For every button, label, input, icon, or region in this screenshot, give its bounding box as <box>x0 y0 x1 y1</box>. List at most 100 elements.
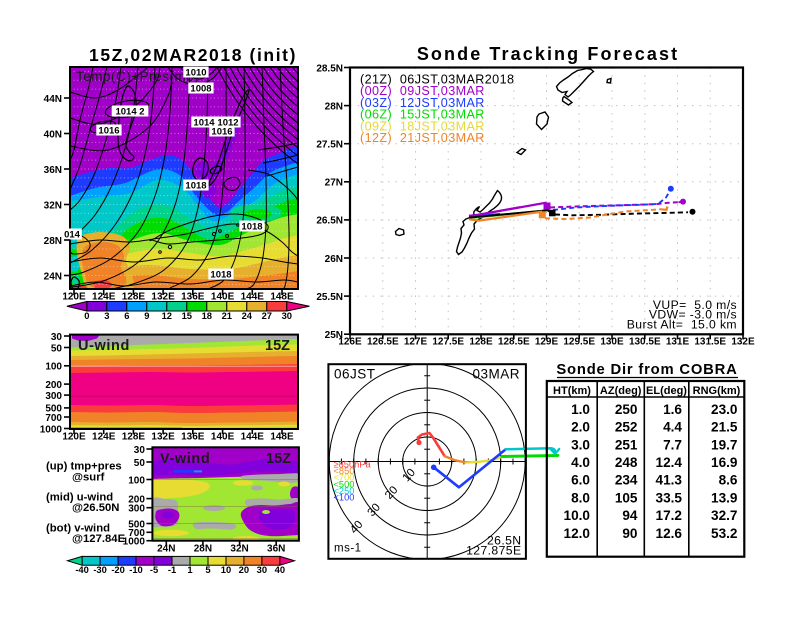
svg-text:500: 500 <box>45 404 62 415</box>
svg-text:12.4: 12.4 <box>656 455 683 470</box>
svg-text:<850: <850 <box>334 466 355 476</box>
svg-text:1000: 1000 <box>123 537 146 548</box>
svg-text:(03Z) 12JST,03MAR: (03Z) 12JST,03MAR <box>360 96 485 110</box>
svg-text:1010: 1010 <box>185 67 206 78</box>
svg-text:@surf: @surf <box>72 472 105 484</box>
svg-text:28N: 28N <box>44 236 62 247</box>
svg-text:21: 21 <box>222 310 232 321</box>
svg-text:132E: 132E <box>151 292 175 303</box>
svg-text:10.0: 10.0 <box>564 508 590 523</box>
svg-text:1.0: 1.0 <box>571 402 590 417</box>
svg-text:200: 200 <box>45 380 62 391</box>
svg-text:6: 6 <box>124 310 129 321</box>
svg-text:100: 100 <box>128 475 145 486</box>
svg-text:24N: 24N <box>157 544 175 555</box>
svg-text:U-wind: U-wind <box>78 338 130 354</box>
svg-text:128E: 128E <box>122 292 146 303</box>
svg-text:148E: 148E <box>270 432 294 443</box>
svg-text:127.5E: 127.5E <box>432 337 464 348</box>
svg-text:26.5N: 26.5N <box>316 216 343 227</box>
svg-text:9: 9 <box>144 310 149 321</box>
svg-text:300: 300 <box>128 504 145 515</box>
svg-text:300: 300 <box>45 391 62 402</box>
svg-text:130.5E: 130.5E <box>629 337 661 348</box>
svg-text:28N: 28N <box>325 101 343 112</box>
svg-text:RNG(km): RNG(km) <box>693 385 741 397</box>
svg-text:4.0: 4.0 <box>571 455 590 470</box>
svg-text:136E: 136E <box>181 432 205 443</box>
svg-text:21.5: 21.5 <box>711 420 738 435</box>
svg-text:25N: 25N <box>325 330 343 341</box>
svg-text:32N: 32N <box>44 200 62 211</box>
svg-text:8.0: 8.0 <box>571 490 590 505</box>
svg-text:-40: -40 <box>75 564 89 575</box>
svg-text:Burst Alt= 15.0 km: Burst Alt= 15.0 km <box>627 317 737 331</box>
svg-text:2.0: 2.0 <box>571 420 590 435</box>
svg-text:234: 234 <box>615 473 638 488</box>
svg-text:8.6: 8.6 <box>719 473 738 488</box>
svg-text:30: 30 <box>51 332 63 343</box>
svg-text:15Z: 15Z <box>265 338 290 354</box>
svg-text:AZ(deg): AZ(deg) <box>600 385 642 397</box>
svg-text:≥850hPa: ≥850hPa <box>334 460 372 470</box>
svg-text:<500: <500 <box>334 479 355 489</box>
svg-text:28.5N: 28.5N <box>316 63 343 74</box>
svg-text:40N: 40N <box>44 129 62 140</box>
svg-text:27: 27 <box>262 310 272 321</box>
svg-text:15Z,02MAR2018 (init): 15Z,02MAR2018 (init) <box>89 45 297 65</box>
svg-text:27.5N: 27.5N <box>316 140 343 151</box>
svg-text:03MAR: 03MAR <box>472 367 520 382</box>
svg-text:15: 15 <box>182 310 192 321</box>
svg-text:127.875E: 127.875E <box>466 544 521 558</box>
svg-text:24: 24 <box>242 310 253 321</box>
svg-text:VUP= 5.0 m/s: VUP= 5.0 m/s <box>653 298 737 312</box>
svg-text:1000: 1000 <box>40 424 63 435</box>
svg-text:1014 2: 1014 2 <box>115 106 144 117</box>
svg-text:EL(deg): EL(deg) <box>646 385 687 397</box>
svg-text:<250: <250 <box>334 486 355 496</box>
svg-text:(bot) v-wind: (bot) v-wind <box>46 523 110 535</box>
svg-text:40: 40 <box>275 564 285 575</box>
svg-text:44N: 44N <box>44 94 62 105</box>
svg-text:252: 252 <box>615 420 638 435</box>
svg-text:ms-1: ms-1 <box>334 543 362 555</box>
svg-text:1016: 1016 <box>98 125 119 136</box>
svg-text:36N: 36N <box>267 544 285 555</box>
svg-text:26N: 26N <box>325 254 343 265</box>
svg-text:3.0: 3.0 <box>571 437 590 452</box>
svg-text:014: 014 <box>64 229 81 240</box>
svg-text:1018: 1018 <box>210 269 231 280</box>
svg-text:140E: 140E <box>211 292 235 303</box>
svg-text:251: 251 <box>615 437 638 452</box>
svg-text:148E: 148E <box>270 292 294 303</box>
svg-text:12.0: 12.0 <box>564 526 590 541</box>
svg-text:28N: 28N <box>194 544 212 555</box>
svg-text:250: 250 <box>615 402 638 417</box>
svg-text:-30: -30 <box>93 564 107 575</box>
svg-text:120E: 120E <box>62 292 86 303</box>
svg-text:6.0: 6.0 <box>571 473 590 488</box>
svg-text:-20: -20 <box>111 564 125 575</box>
svg-text:128E: 128E <box>469 337 493 348</box>
svg-text:124E: 124E <box>92 432 116 443</box>
svg-text:700: 700 <box>45 413 62 424</box>
svg-text:128.5E: 128.5E <box>498 337 530 348</box>
svg-text:-5: -5 <box>150 564 158 575</box>
svg-text:126E: 126E <box>338 337 362 348</box>
svg-text:(09Z) 18JST,03MAR: (09Z) 18JST,03MAR <box>360 119 485 133</box>
svg-text:700: 700 <box>128 528 145 539</box>
svg-text:130E: 130E <box>600 337 624 348</box>
svg-text:16.9: 16.9 <box>711 455 738 470</box>
svg-text:Temp(C)+Pres(mb): Temp(C)+Pres(mb) <box>76 69 199 84</box>
svg-text:32N: 32N <box>230 544 248 555</box>
svg-text:4.4: 4.4 <box>663 420 682 435</box>
svg-text:12: 12 <box>162 310 172 321</box>
svg-text:500: 500 <box>128 519 145 530</box>
svg-text:-10: -10 <box>129 564 143 575</box>
svg-text:1016: 1016 <box>211 126 232 137</box>
svg-text:0: 0 <box>84 310 89 321</box>
svg-text:19.7: 19.7 <box>711 437 737 452</box>
svg-text:3: 3 <box>104 310 109 321</box>
svg-text:30: 30 <box>257 564 267 575</box>
svg-text:132E: 132E <box>151 432 175 443</box>
